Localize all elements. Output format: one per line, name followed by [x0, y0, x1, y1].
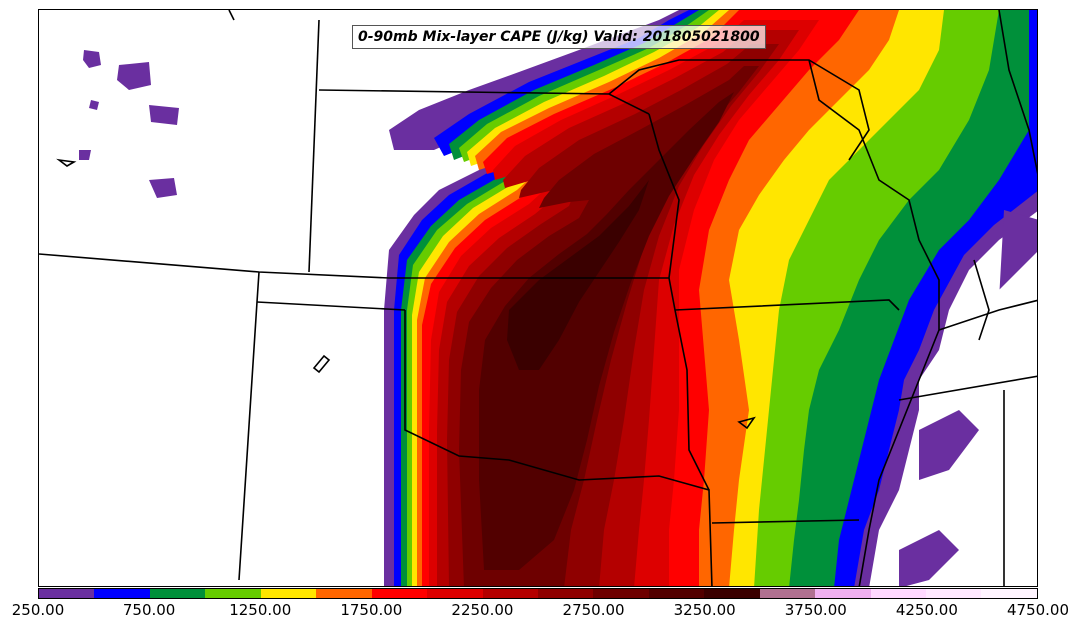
boundary-ky	[938, 299, 1037, 331]
colorbar-tick-label: 3750.00	[784, 601, 847, 619]
colorbar-tick-label: 4250.00	[895, 601, 958, 619]
boundary-lake	[312, 354, 331, 374]
colorbar-swatch	[981, 589, 1037, 598]
state-boundaries	[39, 10, 1037, 586]
colorbar-tick-label: 3250.00	[673, 601, 736, 619]
colorbar-swatch	[704, 589, 760, 598]
boundary-missouri-north	[674, 299, 900, 311]
colorbar-tick-label: 750.00	[122, 601, 176, 619]
map-title: 0-90mb Mix-layer CAPE (J/kg) Valid: 2018…	[352, 25, 766, 49]
colorbar-tick-label: 2250.00	[451, 601, 514, 619]
boundary-lake-2	[737, 416, 756, 430]
colorbar-swatch	[371, 589, 428, 598]
colorbar-swatch	[316, 589, 372, 598]
boundary-west-1	[39, 253, 390, 279]
colorbar-swatch	[94, 589, 150, 598]
colorbar-tick-label: 1750.00	[340, 601, 403, 619]
colorbar-swatch	[593, 589, 649, 598]
boundary-sd-west	[308, 19, 320, 273]
colorbar-swatch	[870, 589, 926, 598]
colorbar-swatch	[39, 589, 95, 598]
cape-cells-west	[79, 50, 179, 198]
colorbar-swatch	[815, 589, 871, 598]
boundary-mississippi	[808, 59, 940, 586]
colorbar-tick-label: 4750.00	[1006, 601, 1070, 619]
colorbar-swatch	[482, 589, 538, 598]
cape-map	[39, 10, 1037, 586]
boundary-kansas-south	[404, 310, 713, 586]
boundary-west-2	[238, 271, 260, 581]
colorbar-swatch	[537, 589, 594, 598]
boundary-kansas-east	[668, 277, 710, 491]
map-panel: 0-90mb Mix-layer CAPE (J/kg) Valid: 2018…	[38, 9, 1038, 587]
cape-contour-darkred-6	[507, 180, 649, 370]
colorbar-swatch	[759, 589, 816, 598]
colorbar-swatch	[926, 589, 982, 598]
boundary-iowa-south	[648, 113, 680, 279]
boundary-ms	[973, 259, 990, 341]
colorbar-swatch	[205, 589, 261, 598]
cape-contour-darkred-5	[479, 92, 734, 570]
colorbar-swatch	[648, 589, 705, 598]
boundary-wi	[228, 10, 235, 21]
boundary-tn	[898, 375, 1037, 401]
colorbar-swatch	[260, 589, 317, 598]
colorbar-tick-label: 1250.00	[229, 601, 292, 619]
colorbar-swatch	[149, 589, 206, 598]
colorbar	[38, 588, 1038, 599]
cape-contours	[79, 10, 1037, 586]
colorbar-tick-label: 250.00	[11, 601, 65, 619]
boundary-mn	[998, 10, 1037, 175]
boundary-lake-3	[56, 158, 77, 167]
boundary-west-3	[256, 301, 406, 311]
boundary-arkansas	[711, 519, 860, 524]
colorbar-tick-label: 2750.00	[562, 601, 625, 619]
colorbar-swatch	[427, 589, 483, 598]
cape-cells-east-white	[934, 252, 1037, 405]
